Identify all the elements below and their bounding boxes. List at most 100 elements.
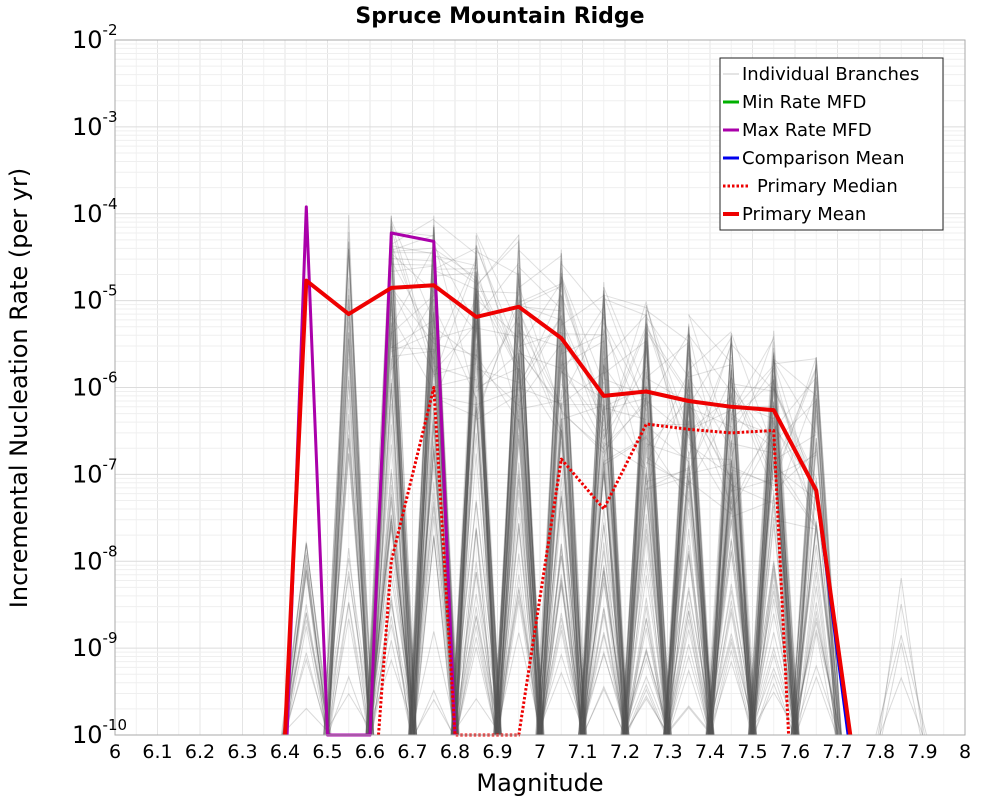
branch-line — [539, 318, 583, 736]
branch-line — [707, 392, 755, 736]
branch-line — [560, 281, 605, 437]
branch-line — [665, 382, 712, 736]
branch-line — [751, 437, 796, 736]
branch-line — [710, 332, 753, 736]
branch-line — [456, 246, 497, 736]
branch-line — [391, 247, 434, 253]
branch-line — [773, 454, 817, 477]
y-tick-label: 10-6 — [72, 369, 118, 402]
branch-line — [731, 466, 774, 487]
branch-line — [645, 437, 690, 502]
branch-line — [541, 308, 581, 736]
branch-line — [366, 603, 416, 736]
branch-line — [391, 347, 434, 350]
branch-line — [624, 442, 669, 736]
branch-line — [371, 291, 411, 736]
branch-line — [518, 315, 562, 384]
branch-line — [730, 386, 775, 446]
branch-line — [540, 347, 583, 736]
branch-line — [645, 386, 690, 486]
branch-line — [409, 229, 458, 736]
branch-line — [456, 271, 497, 736]
branch-line — [623, 396, 670, 736]
branch-line — [707, 538, 755, 736]
branch-line — [708, 368, 755, 736]
branch-line — [451, 698, 502, 736]
branch-line — [475, 232, 520, 328]
branch-line — [536, 390, 587, 736]
branch-line — [645, 316, 690, 378]
branch-line — [560, 410, 605, 454]
branch-line — [603, 398, 647, 453]
branch-line — [540, 549, 583, 736]
branch-line — [323, 248, 375, 736]
branch-line — [688, 364, 732, 378]
branch-line — [537, 496, 586, 736]
x-tick-label: 7 — [534, 741, 546, 763]
branch-line — [581, 571, 626, 736]
branch-line — [708, 472, 755, 736]
branch-line — [622, 657, 670, 736]
branch-line — [476, 290, 519, 294]
branch-line — [620, 467, 672, 736]
branch-line — [286, 568, 327, 736]
branch-line — [879, 578, 923, 736]
y-tick-label: 10-5 — [72, 282, 118, 315]
branch-line — [370, 640, 412, 736]
branch-line — [626, 397, 667, 736]
branch-line — [578, 652, 630, 736]
branch-line — [621, 472, 671, 736]
branch-line — [751, 355, 796, 736]
branch-line — [773, 368, 817, 478]
branch-line — [730, 338, 775, 414]
branch-line — [731, 443, 774, 454]
branch-line — [667, 379, 711, 736]
branch-line — [603, 329, 647, 426]
branch-line — [365, 268, 417, 736]
legend-label: Individual Branches — [742, 64, 919, 85]
branch-line — [518, 316, 562, 392]
branch-line — [730, 433, 775, 512]
branch-line — [577, 474, 630, 736]
branch-line — [795, 559, 838, 736]
branch-line — [752, 401, 795, 736]
branch-line — [365, 658, 417, 736]
y-tick-label: 10-9 — [72, 629, 118, 662]
x-axis-ticks: 6 6.1 6.2 6.3 6.4 6.5 6.6 6.7 6.8 6.9 7 7.1 7.2 7.3 7.… — [109, 741, 971, 763]
y-axis-ticks: 10-2 10-3 10-4 10-5 10-6 10-7 10-8 10-9 10-10 — [72, 21, 127, 749]
branch-line — [664, 397, 714, 736]
branch-line — [497, 528, 540, 736]
branch-line — [708, 448, 754, 736]
branch-line — [668, 325, 709, 736]
legend-label: Max Rate MFD — [742, 120, 872, 141]
branch-line — [796, 415, 836, 736]
branch-line — [518, 387, 562, 405]
branch-line — [541, 578, 582, 736]
branch-line — [578, 296, 630, 736]
branch-line — [750, 417, 798, 736]
branch-line — [326, 438, 372, 736]
branch-line — [875, 635, 928, 736]
branch-line — [794, 602, 838, 736]
branch-line — [537, 279, 586, 736]
branch-line — [583, 577, 625, 736]
branch-line — [433, 255, 477, 267]
branch-line — [709, 600, 754, 736]
branch-line — [493, 310, 545, 736]
branch-line — [494, 288, 543, 736]
branch-line — [791, 448, 842, 736]
branch-line — [645, 304, 690, 465]
branch-line — [603, 329, 647, 438]
branch-line — [536, 343, 587, 736]
branch-line — [668, 421, 710, 736]
branch-line — [794, 403, 838, 736]
branch-line — [668, 619, 709, 736]
branch-line — [665, 352, 713, 736]
branch-line — [794, 527, 839, 736]
branch-line — [668, 528, 709, 736]
branch-line — [625, 386, 668, 736]
branch-line — [663, 587, 714, 736]
branch-line — [581, 459, 626, 736]
branch-line — [495, 316, 542, 736]
